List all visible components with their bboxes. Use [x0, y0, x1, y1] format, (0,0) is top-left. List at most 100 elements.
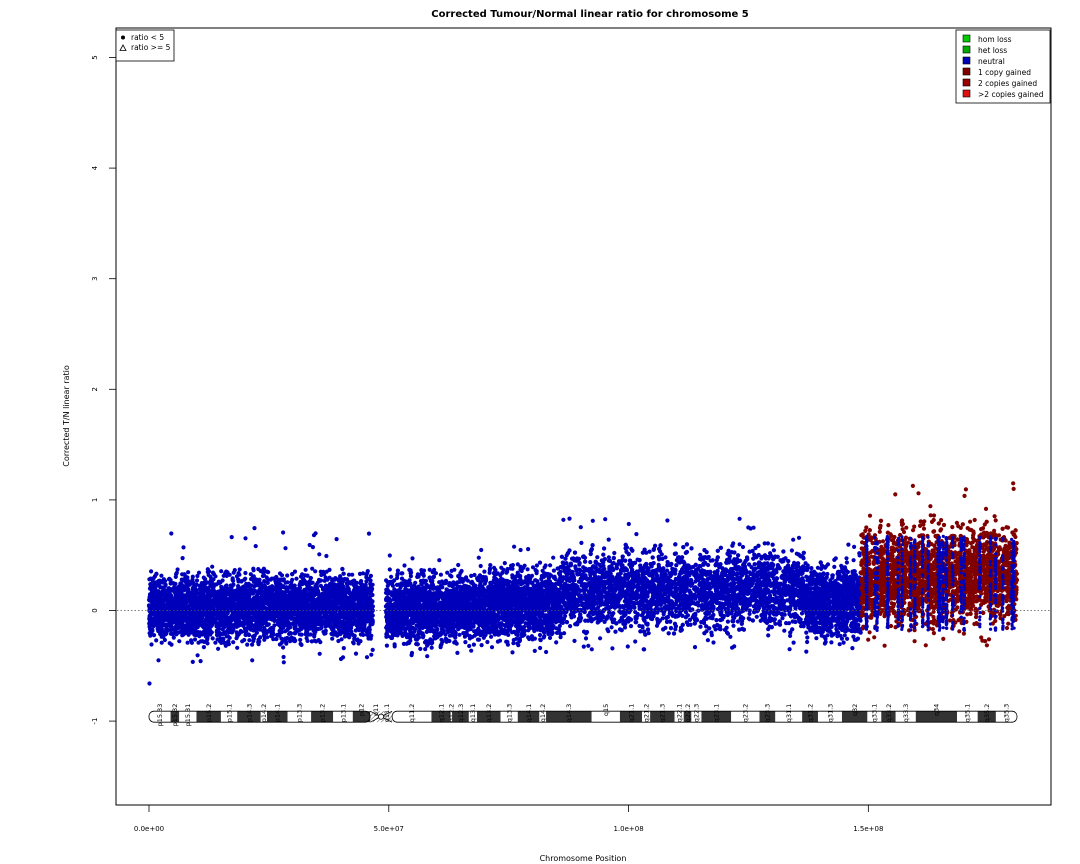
- data-point: [152, 609, 157, 614]
- data-point: [384, 578, 389, 583]
- data-point: [269, 627, 274, 632]
- data-point: [279, 628, 284, 634]
- data-point: [370, 582, 375, 587]
- data-point: [318, 569, 323, 574]
- data-point: [235, 634, 240, 639]
- data-point: [251, 628, 256, 633]
- data-point: [260, 606, 265, 611]
- data-point: [246, 600, 251, 605]
- data-point: [189, 640, 194, 645]
- data-point: [193, 587, 198, 592]
- data-point: [196, 640, 201, 645]
- data-point: [302, 625, 307, 630]
- data-point: [231, 601, 236, 606]
- data-point: [170, 602, 175, 607]
- data-point: [231, 590, 236, 596]
- data-point: [459, 568, 464, 574]
- data-point: [256, 590, 261, 595]
- data-point: [174, 600, 179, 605]
- data-point: [234, 618, 239, 623]
- data-point: [236, 602, 241, 608]
- data-point: [251, 574, 256, 579]
- data-point: [395, 573, 400, 578]
- data-point: [288, 583, 293, 588]
- data-point: [281, 530, 286, 535]
- data-point: [217, 605, 222, 610]
- data-point: [369, 652, 374, 657]
- data-point: [252, 526, 257, 531]
- data-point: [149, 569, 154, 574]
- data-point: [340, 579, 345, 584]
- data-point: [243, 570, 248, 576]
- data-point: [304, 636, 309, 641]
- data-point: [327, 618, 332, 623]
- data-point: [247, 623, 252, 628]
- data-point: [230, 577, 235, 583]
- data-point: [245, 604, 250, 609]
- data-point: [341, 615, 346, 620]
- data-point: [367, 587, 372, 592]
- data-point: [215, 612, 220, 617]
- data-point: [274, 589, 279, 594]
- data-point: [185, 628, 190, 633]
- data-point: [309, 639, 314, 644]
- data-point: [164, 596, 169, 601]
- data-point: [392, 642, 397, 647]
- data-point: [200, 639, 205, 644]
- data-point: [226, 587, 231, 592]
- data-point: [311, 533, 317, 538]
- data-point: [202, 580, 207, 586]
- data-point: [247, 583, 252, 588]
- data-point: [193, 631, 198, 636]
- data-point: [267, 590, 272, 595]
- data-point: [277, 571, 283, 576]
- data-point: [147, 577, 152, 582]
- data-point: [306, 585, 311, 590]
- data-point: [310, 566, 315, 571]
- data-point: [158, 622, 163, 627]
- data-point: [282, 592, 287, 597]
- data-point: [167, 621, 172, 626]
- data-point: [214, 628, 220, 633]
- data-point: [289, 595, 294, 600]
- data-point: [253, 544, 258, 549]
- data-point: [352, 633, 357, 639]
- data-point: [285, 573, 290, 578]
- data-point: [333, 612, 338, 617]
- data-point: [210, 610, 215, 616]
- data-point: [237, 597, 242, 602]
- data-point: [355, 590, 360, 595]
- data-point: [219, 569, 224, 574]
- data-point: [261, 566, 266, 571]
- data-point: [179, 616, 184, 622]
- data-point: [190, 591, 195, 596]
- data-point: [219, 617, 224, 623]
- data-point: [159, 585, 164, 590]
- data-point: [341, 592, 346, 597]
- data-point: [252, 596, 258, 601]
- data-point: [210, 636, 215, 641]
- data-point: [202, 619, 208, 624]
- data-point: [321, 586, 326, 591]
- data-point: [258, 613, 263, 619]
- data-point: [305, 573, 310, 578]
- data-point: [360, 582, 365, 587]
- data-point: [189, 627, 194, 633]
- data-point: [176, 585, 181, 590]
- data-point: [352, 586, 357, 591]
- data-point: [345, 607, 350, 612]
- data-point: [294, 628, 300, 633]
- data-point: [228, 628, 233, 633]
- data-point: [179, 577, 184, 582]
- data-point: [168, 613, 173, 618]
- data-point: [229, 535, 234, 540]
- data-point: [243, 584, 248, 589]
- data-point: [262, 584, 267, 589]
- data-point: [252, 615, 257, 620]
- data-point: [331, 627, 336, 632]
- data-point: [330, 636, 335, 641]
- data-point: [340, 584, 345, 590]
- data-point: [358, 617, 363, 622]
- data-point: [271, 616, 277, 621]
